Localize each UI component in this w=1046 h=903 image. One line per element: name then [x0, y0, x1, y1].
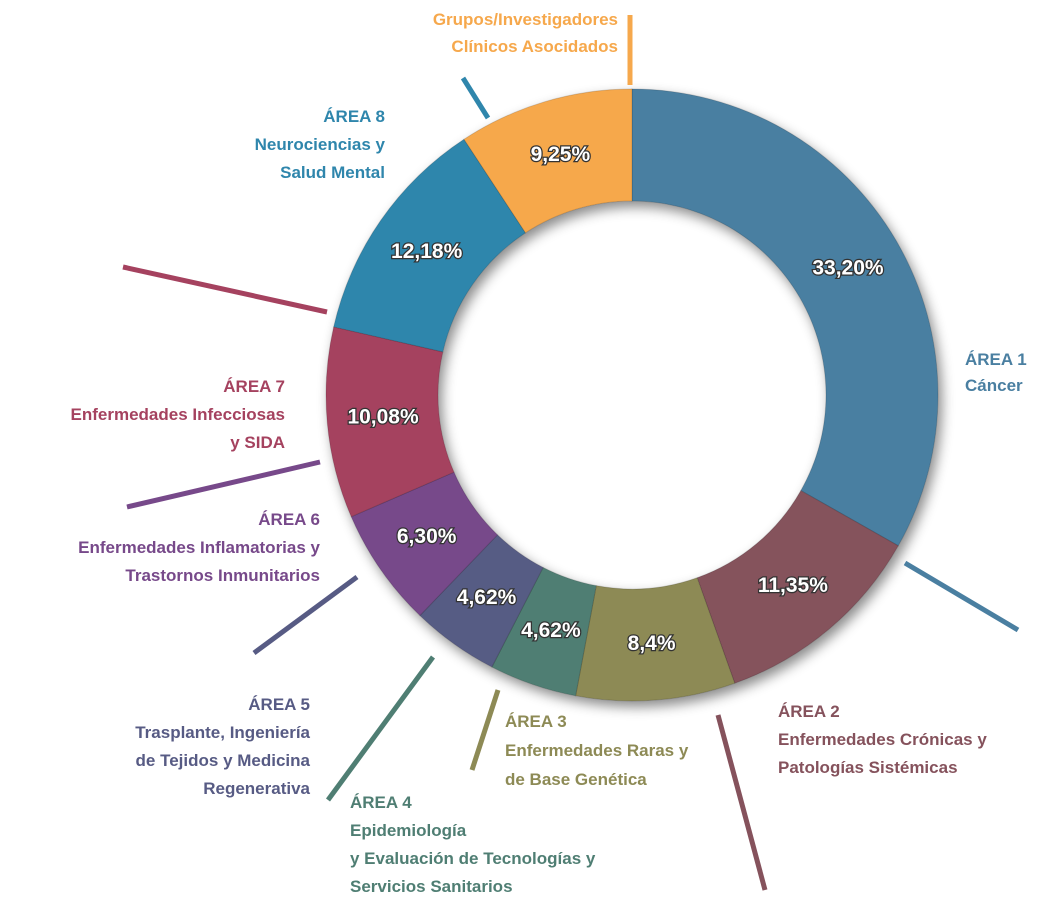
category-label-line: Epidemiología: [350, 821, 467, 840]
category-label: ÁREA 5 Trasplante, Ingeniería de Tejidos y…: [135, 695, 310, 798]
category-label: ÁREA 4 Epidemiología y Evaluación de Tecno…: [350, 793, 596, 896]
donut-segment: [631, 88, 939, 547]
leader-line: [126, 459, 321, 510]
category-label: Grupos/Investigadores Clínicos Asocidados: [433, 10, 618, 56]
category-label: ÁREA 3 Enfermedades Raras y de Base Genéti…: [505, 712, 689, 789]
category-label-line: ÁREA 1: [965, 350, 1027, 369]
leader-line: [122, 264, 328, 315]
category-label-line: Enfermedades Infecciosas: [71, 405, 285, 424]
category-label-line: ÁREA 8: [323, 107, 385, 126]
category-label-line: de Tejidos y Medicina: [136, 751, 311, 770]
category-label-line: ÁREA 2: [778, 702, 840, 721]
category-label-line: Servicios Sanitarios: [350, 877, 513, 896]
category-label-line: y SIDA: [230, 433, 285, 452]
category-label-line: Trastornos Inmunitarios: [125, 566, 320, 585]
donut-segment: [463, 88, 633, 234]
category-label: ÁREA 6 Enfermedades Inflamatorias y Trasto…: [78, 510, 320, 585]
category-label-line: de Base Genética: [505, 770, 647, 789]
leader-line: [469, 689, 501, 771]
category-label-line: Cáncer: [965, 376, 1023, 395]
value-label: 9,25%: [531, 143, 591, 166]
category-label: ÁREA 8 Neurociencias y Salud Mental: [255, 107, 386, 182]
category-label-line: ÁREA 6: [258, 510, 320, 529]
value-label: 8,4%: [628, 632, 676, 655]
leader-line: [252, 574, 359, 656]
category-label: ÁREA 1 Cáncer: [965, 350, 1027, 395]
category-label: ÁREA 2 Enfermedades Crónicas y Patologías …: [778, 702, 987, 777]
category-label-line: Patologías Sistémicas: [778, 758, 958, 777]
category-label-line: ÁREA 3: [505, 712, 567, 731]
category-label-line: Clínicos Asocidados: [451, 37, 618, 56]
value-label: 10,08%: [347, 406, 419, 429]
category-label-line: Neurociencias y: [255, 135, 386, 154]
category-label-line: Salud Mental: [280, 163, 385, 182]
category-label-line: ÁREA 4: [350, 793, 412, 812]
category-label-line: Enfermedades Crónicas y: [778, 730, 987, 749]
leader-line: [325, 655, 436, 802]
value-label: 6,30%: [397, 525, 457, 548]
category-label-line: ÁREA 7: [223, 377, 285, 396]
category-label-line: Regenerativa: [203, 779, 310, 798]
value-label: 11,35%: [758, 574, 828, 597]
category-label-line: Enfermedades Inflamatorias y: [78, 538, 320, 557]
category-label-line: Trasplante, Ingeniería: [135, 723, 310, 742]
leader-line: [903, 560, 1020, 633]
leader-line: [715, 714, 768, 891]
category-label: ÁREA 7 Enfermedades Infecciosas y SIDA: [71, 377, 285, 452]
category-label-line: Enfermedades Raras y: [505, 741, 689, 760]
value-label: 33,20%: [812, 257, 884, 280]
category-label-line: y Evaluación de Tecnologías y: [350, 849, 596, 868]
value-label: 4,62%: [457, 586, 517, 609]
donut: [325, 88, 939, 702]
value-label: 4,62%: [521, 619, 581, 642]
category-label-line: ÁREA 5: [248, 695, 310, 714]
category-label-line: Grupos/Investigadores: [433, 10, 618, 29]
leader-line: [460, 76, 491, 120]
value-label: 12,18%: [391, 240, 463, 263]
